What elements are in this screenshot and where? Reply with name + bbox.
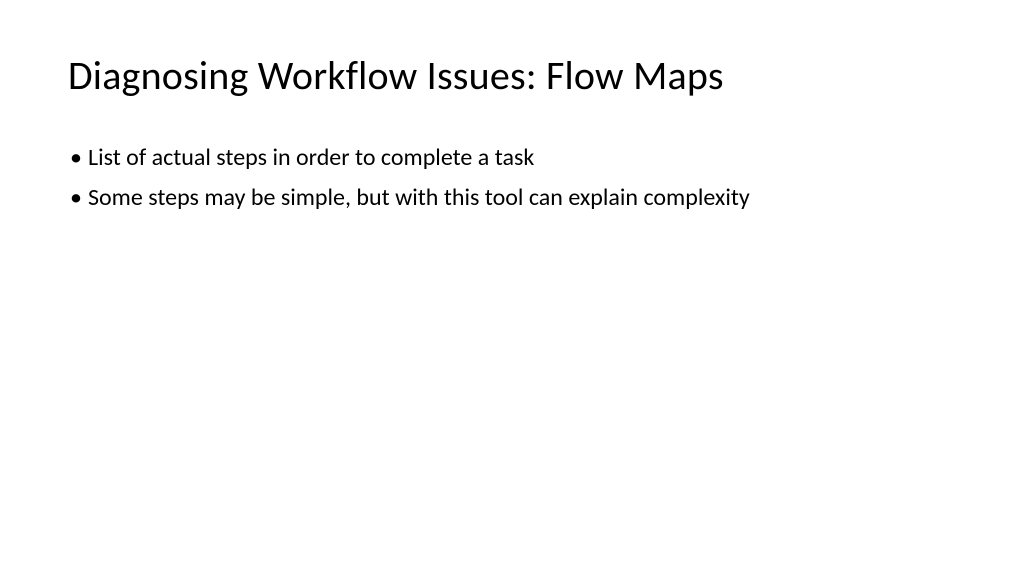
slide-container: Diagnosing Workflow Issues: Flow Maps Li… bbox=[0, 0, 1024, 576]
bullet-item: List of actual steps in order to complet… bbox=[68, 142, 956, 174]
bullet-list: List of actual steps in order to complet… bbox=[68, 142, 956, 215]
bullet-item: Some steps may be simple, but with this … bbox=[68, 182, 956, 214]
slide-title: Diagnosing Workflow Issues: Flow Maps bbox=[68, 52, 956, 100]
